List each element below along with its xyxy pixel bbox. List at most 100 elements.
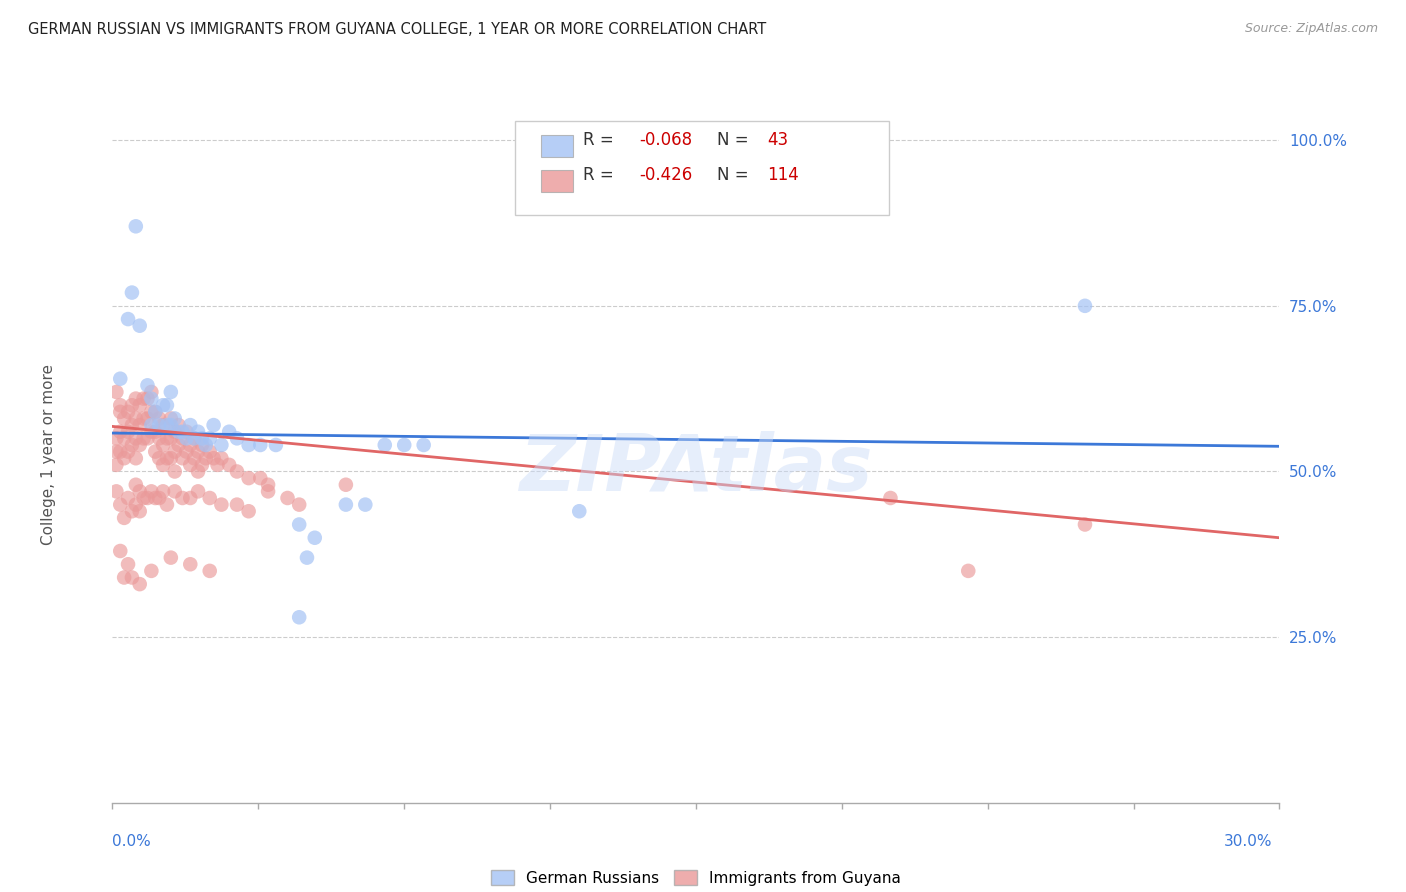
Point bbox=[125, 392, 148, 406]
Text: ZIPAtlas: ZIPAtlas bbox=[519, 431, 873, 507]
Point bbox=[128, 577, 150, 591]
Point bbox=[167, 425, 190, 439]
Legend: German Russians, Immigrants from Guyana: German Russians, Immigrants from Guyana bbox=[491, 870, 901, 886]
Point bbox=[128, 484, 150, 499]
Text: R =: R = bbox=[582, 131, 619, 150]
Point bbox=[110, 372, 132, 386]
Point bbox=[128, 398, 150, 412]
Point bbox=[249, 471, 271, 485]
Point bbox=[187, 484, 209, 499]
Point bbox=[132, 411, 155, 425]
Point bbox=[141, 405, 163, 419]
Point bbox=[167, 418, 190, 433]
Point bbox=[112, 431, 135, 445]
Point bbox=[105, 484, 128, 499]
Point bbox=[112, 570, 135, 584]
Point bbox=[176, 444, 198, 458]
Point bbox=[105, 458, 128, 472]
Point bbox=[218, 458, 240, 472]
Point bbox=[136, 431, 159, 445]
Point bbox=[132, 431, 155, 445]
Point bbox=[172, 431, 194, 445]
Point bbox=[110, 405, 132, 419]
Point bbox=[179, 458, 201, 472]
Point bbox=[136, 491, 159, 505]
Point bbox=[125, 219, 148, 234]
Point bbox=[163, 411, 186, 425]
Text: 43: 43 bbox=[768, 131, 789, 150]
Point bbox=[152, 418, 174, 433]
Point bbox=[105, 431, 128, 445]
Point bbox=[354, 498, 377, 512]
Point bbox=[152, 398, 174, 412]
Point bbox=[249, 438, 271, 452]
Point bbox=[226, 498, 249, 512]
Point bbox=[187, 465, 209, 479]
Point bbox=[209, 498, 232, 512]
Point bbox=[167, 438, 190, 452]
Point bbox=[160, 431, 183, 445]
Point bbox=[172, 451, 194, 466]
Point bbox=[163, 444, 186, 458]
Text: -0.426: -0.426 bbox=[638, 166, 692, 185]
Point bbox=[152, 484, 174, 499]
Point bbox=[125, 411, 148, 425]
Point bbox=[1074, 299, 1097, 313]
Point bbox=[128, 418, 150, 433]
Point bbox=[295, 550, 318, 565]
Text: Source: ZipAtlas.com: Source: ZipAtlas.com bbox=[1244, 22, 1378, 36]
Point bbox=[191, 438, 214, 452]
Point bbox=[143, 425, 166, 439]
Point bbox=[160, 411, 183, 425]
Point bbox=[288, 610, 311, 624]
Point bbox=[112, 511, 135, 525]
Point bbox=[117, 491, 139, 505]
Point bbox=[568, 504, 591, 518]
Point bbox=[132, 392, 155, 406]
Point bbox=[156, 398, 179, 412]
Point bbox=[187, 425, 209, 439]
Point bbox=[112, 451, 135, 466]
Point bbox=[160, 418, 183, 433]
Point bbox=[226, 465, 249, 479]
Point bbox=[156, 451, 179, 466]
Point bbox=[141, 384, 163, 399]
Point bbox=[179, 418, 201, 433]
Point bbox=[163, 465, 186, 479]
Point bbox=[125, 498, 148, 512]
Point bbox=[121, 570, 143, 584]
Point bbox=[141, 564, 163, 578]
Point bbox=[121, 418, 143, 433]
Point bbox=[160, 550, 183, 565]
Point bbox=[335, 477, 357, 491]
Point bbox=[143, 405, 166, 419]
Point bbox=[335, 498, 357, 512]
Text: -0.068: -0.068 bbox=[638, 131, 692, 150]
Point bbox=[191, 431, 214, 445]
Point bbox=[105, 444, 128, 458]
Point bbox=[125, 431, 148, 445]
Point bbox=[288, 498, 311, 512]
Point bbox=[152, 438, 174, 452]
Point bbox=[172, 491, 194, 505]
Point bbox=[110, 498, 132, 512]
Point bbox=[143, 405, 166, 419]
Point bbox=[110, 425, 132, 439]
Point bbox=[112, 411, 135, 425]
Point bbox=[128, 504, 150, 518]
Point bbox=[238, 471, 260, 485]
Point bbox=[198, 444, 221, 458]
Point bbox=[264, 438, 287, 452]
Point bbox=[125, 451, 148, 466]
Point bbox=[110, 444, 132, 458]
Point bbox=[957, 564, 980, 578]
Point bbox=[288, 517, 311, 532]
Point bbox=[110, 398, 132, 412]
Point bbox=[179, 558, 201, 572]
Point bbox=[148, 451, 170, 466]
Point bbox=[117, 444, 139, 458]
Point bbox=[187, 444, 209, 458]
Point bbox=[156, 498, 179, 512]
Point bbox=[148, 411, 170, 425]
Point bbox=[179, 491, 201, 505]
